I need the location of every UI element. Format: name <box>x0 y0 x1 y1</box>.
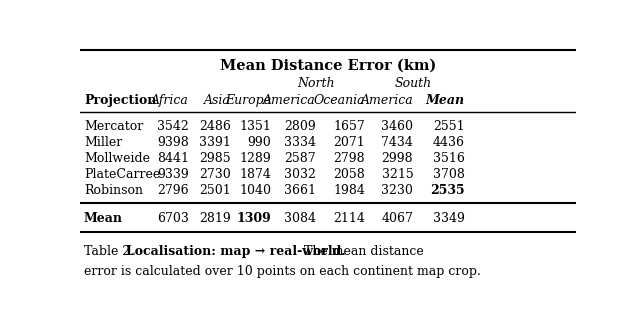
Text: 1309: 1309 <box>236 212 271 225</box>
Text: 1351: 1351 <box>239 120 271 133</box>
Text: 2819: 2819 <box>200 212 231 225</box>
Text: 1657: 1657 <box>333 120 365 133</box>
Text: Table 2.: Table 2. <box>84 245 145 258</box>
Text: 3460: 3460 <box>381 120 413 133</box>
Text: 3542: 3542 <box>157 120 189 133</box>
Text: Projection: Projection <box>84 94 156 107</box>
Text: 2809: 2809 <box>284 120 316 133</box>
Text: 3084: 3084 <box>284 212 316 225</box>
Text: North: North <box>297 76 334 90</box>
Text: 2114: 2114 <box>333 212 365 225</box>
Text: 3334: 3334 <box>284 136 316 149</box>
Text: 4067: 4067 <box>381 212 413 225</box>
Text: Mollweide: Mollweide <box>84 152 150 165</box>
Text: error is calculated over 10 points on each continent map crop.: error is calculated over 10 points on ea… <box>84 265 481 278</box>
Text: 2071: 2071 <box>333 136 365 149</box>
Text: 6703: 6703 <box>157 212 189 225</box>
Text: 4436: 4436 <box>433 136 465 149</box>
Text: 3349: 3349 <box>433 212 465 225</box>
Text: 2985: 2985 <box>200 152 231 165</box>
Text: 3516: 3516 <box>433 152 465 165</box>
Text: 9339: 9339 <box>157 168 189 181</box>
Text: 3230: 3230 <box>381 184 413 197</box>
Text: 2058: 2058 <box>333 168 365 181</box>
Text: 2551: 2551 <box>433 120 465 133</box>
Text: 1289: 1289 <box>239 152 271 165</box>
Text: 2796: 2796 <box>157 184 189 197</box>
Text: 2730: 2730 <box>200 168 231 181</box>
Text: 2587: 2587 <box>284 152 316 165</box>
Text: Mean: Mean <box>425 94 465 107</box>
Text: 2486: 2486 <box>200 120 231 133</box>
Text: 2798: 2798 <box>333 152 365 165</box>
Text: 7434: 7434 <box>381 136 413 149</box>
Text: Asia: Asia <box>204 94 231 107</box>
Text: 1984: 1984 <box>333 184 365 197</box>
Text: 990: 990 <box>247 136 271 149</box>
Text: 8441: 8441 <box>157 152 189 165</box>
Text: 3708: 3708 <box>433 168 465 181</box>
Text: 1040: 1040 <box>239 184 271 197</box>
Text: South: South <box>395 76 432 90</box>
Text: 2501: 2501 <box>200 184 231 197</box>
Text: America: America <box>360 94 413 107</box>
Text: Mean: Mean <box>84 212 123 225</box>
Text: 2998: 2998 <box>381 152 413 165</box>
Text: Mercator: Mercator <box>84 120 143 133</box>
Text: Europe: Europe <box>225 94 271 107</box>
Text: America: America <box>263 94 316 107</box>
Text: The mean distance: The mean distance <box>296 245 424 258</box>
Text: 3391: 3391 <box>200 136 231 149</box>
Text: 3032: 3032 <box>284 168 316 181</box>
Text: 3215: 3215 <box>381 168 413 181</box>
Text: Mean Distance Error (km): Mean Distance Error (km) <box>220 58 436 72</box>
Text: 9398: 9398 <box>157 136 189 149</box>
Text: Africa: Africa <box>151 94 189 107</box>
Text: Localisation: map → real-world.: Localisation: map → real-world. <box>126 245 346 258</box>
Text: Robinson: Robinson <box>84 184 143 197</box>
Text: 2535: 2535 <box>430 184 465 197</box>
Text: 3661: 3661 <box>284 184 316 197</box>
Text: PlateCarree: PlateCarree <box>84 168 160 181</box>
Text: 1874: 1874 <box>239 168 271 181</box>
Text: Oceania: Oceania <box>314 94 365 107</box>
Text: Miller: Miller <box>84 136 122 149</box>
